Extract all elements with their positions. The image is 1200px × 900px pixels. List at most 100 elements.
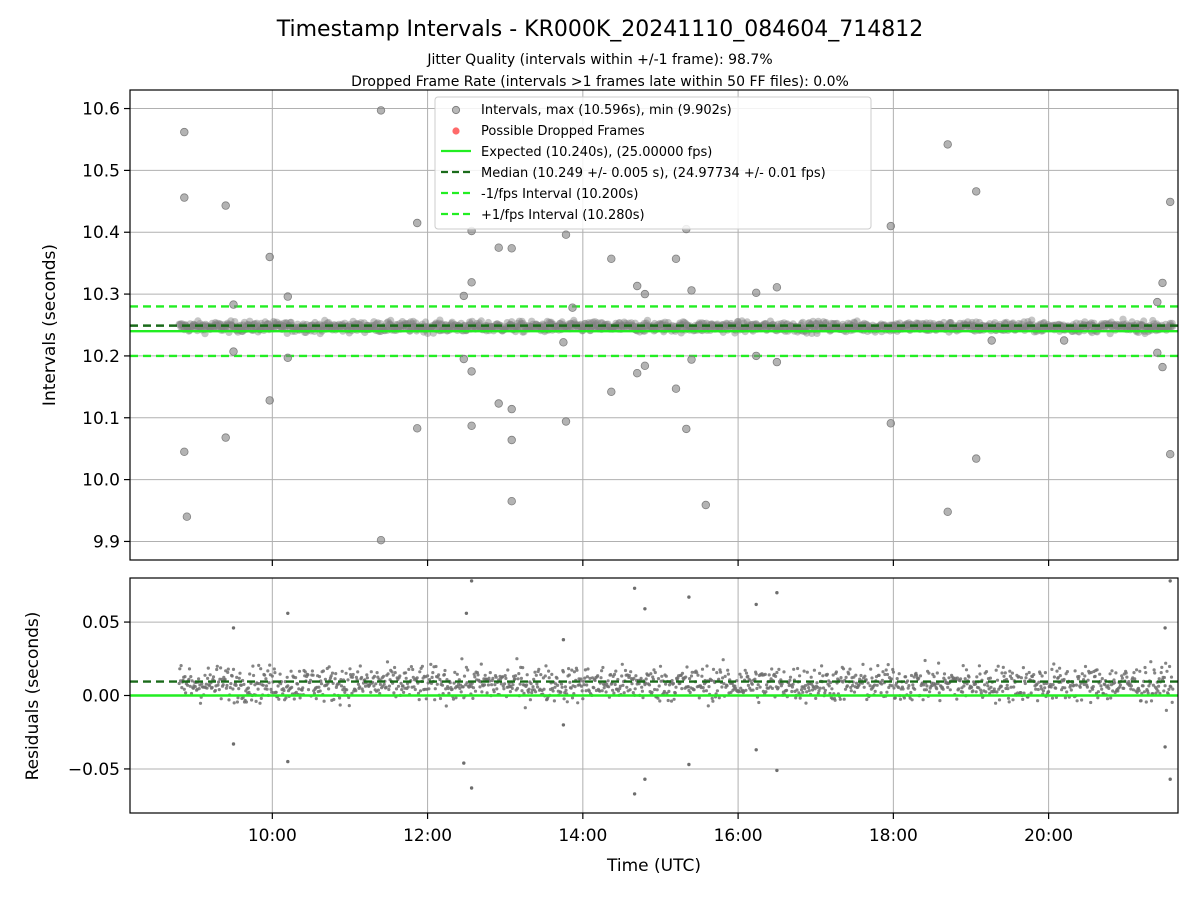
residual-point xyxy=(884,668,888,672)
residual-point xyxy=(205,686,209,690)
interval-point xyxy=(839,320,847,328)
residual-point xyxy=(1108,672,1112,676)
residual-point xyxy=(1157,684,1161,688)
residual-point xyxy=(690,670,694,674)
interval-point xyxy=(319,323,327,331)
interval-point xyxy=(1085,322,1093,330)
residual-point xyxy=(746,683,751,688)
interval-point xyxy=(194,317,202,325)
residual-point xyxy=(297,669,302,673)
residual-point xyxy=(616,677,620,682)
interval-outlier-point xyxy=(180,193,189,202)
residual-point xyxy=(1029,691,1033,695)
residual-point xyxy=(834,670,839,674)
residual-point xyxy=(560,685,564,689)
interval-point xyxy=(972,318,980,326)
interval-point xyxy=(822,318,830,327)
interval-point xyxy=(565,322,573,330)
interval-outlier-point xyxy=(671,384,681,393)
residual-outlier-point xyxy=(1163,626,1167,630)
residual-point xyxy=(306,673,310,677)
residual-point xyxy=(226,667,230,671)
residual-point xyxy=(700,674,704,678)
interval-point xyxy=(347,322,355,330)
residual-point xyxy=(369,690,373,694)
residual-point xyxy=(1100,677,1104,681)
residual-point xyxy=(503,682,507,686)
residual-point xyxy=(863,674,867,678)
residual-point xyxy=(599,676,603,680)
residual-point xyxy=(568,680,572,684)
residual-point xyxy=(337,682,341,686)
residual-point xyxy=(777,667,781,672)
residual-point xyxy=(311,673,315,677)
residual-point xyxy=(220,677,224,681)
residual-point xyxy=(622,691,626,695)
residual-point xyxy=(504,676,508,681)
interval-point xyxy=(970,321,978,330)
residual-outlier-point xyxy=(775,591,779,595)
top-panel-reference-lines xyxy=(130,305,1178,358)
residual-point xyxy=(556,683,560,688)
residual-point xyxy=(345,688,349,692)
residual-point xyxy=(344,671,348,675)
residual-point xyxy=(1110,669,1114,673)
residual-point xyxy=(795,688,799,692)
interval-outlier-point xyxy=(568,303,577,312)
residual-point xyxy=(1127,680,1131,684)
interval-point xyxy=(643,316,652,324)
residual-point xyxy=(726,668,730,672)
residual-point xyxy=(738,672,742,676)
residual-point xyxy=(1089,700,1093,705)
residual-point xyxy=(684,675,688,679)
residual-point xyxy=(360,675,364,680)
residual-point xyxy=(488,671,492,675)
interval-outlier-point xyxy=(507,435,516,445)
residual-point xyxy=(216,683,220,687)
residual-point xyxy=(927,671,931,675)
interval-point xyxy=(983,322,991,330)
residual-point xyxy=(746,674,750,679)
residual-point xyxy=(666,698,670,703)
residual-point xyxy=(947,676,951,680)
residual-point xyxy=(406,685,410,689)
residual-point xyxy=(208,673,212,677)
interval-point xyxy=(1036,322,1044,330)
residual-point xyxy=(710,696,714,701)
residual-point xyxy=(1039,684,1043,688)
interval-outlier-point xyxy=(1165,197,1175,207)
interval-point xyxy=(954,322,962,330)
residual-point xyxy=(473,675,477,679)
residual-point xyxy=(258,701,262,705)
residual-point xyxy=(183,675,187,679)
x-tick-label: 20:00 xyxy=(1024,826,1073,846)
residual-point xyxy=(494,675,498,679)
residual-point xyxy=(962,684,966,688)
interval-point xyxy=(545,318,553,326)
residual-point xyxy=(844,675,848,680)
residual-point xyxy=(744,671,749,675)
interval-point xyxy=(267,323,275,332)
residual-point xyxy=(1058,666,1062,670)
residual-point xyxy=(1025,672,1029,676)
residual-point xyxy=(722,682,726,686)
residual-point xyxy=(290,685,294,690)
legend-entry-median: Median (10.249 +/- 0.005 s), (24.97734 +… xyxy=(481,166,826,181)
residual-point xyxy=(210,685,214,690)
residual-point xyxy=(502,687,506,691)
residual-point xyxy=(827,684,831,688)
interval-outlier-point xyxy=(265,252,274,262)
residual-point xyxy=(609,673,613,677)
residual-point xyxy=(257,682,261,686)
residual-point xyxy=(600,669,604,673)
residual-point xyxy=(794,696,798,700)
interval-point xyxy=(321,316,329,324)
residual-point xyxy=(821,686,826,690)
residual-point xyxy=(873,683,877,687)
residual-point xyxy=(686,685,690,689)
residual-point xyxy=(1037,680,1041,684)
residual-point xyxy=(602,686,606,690)
interval-point xyxy=(743,318,751,326)
residual-point xyxy=(879,691,883,695)
residual-point xyxy=(384,685,388,689)
